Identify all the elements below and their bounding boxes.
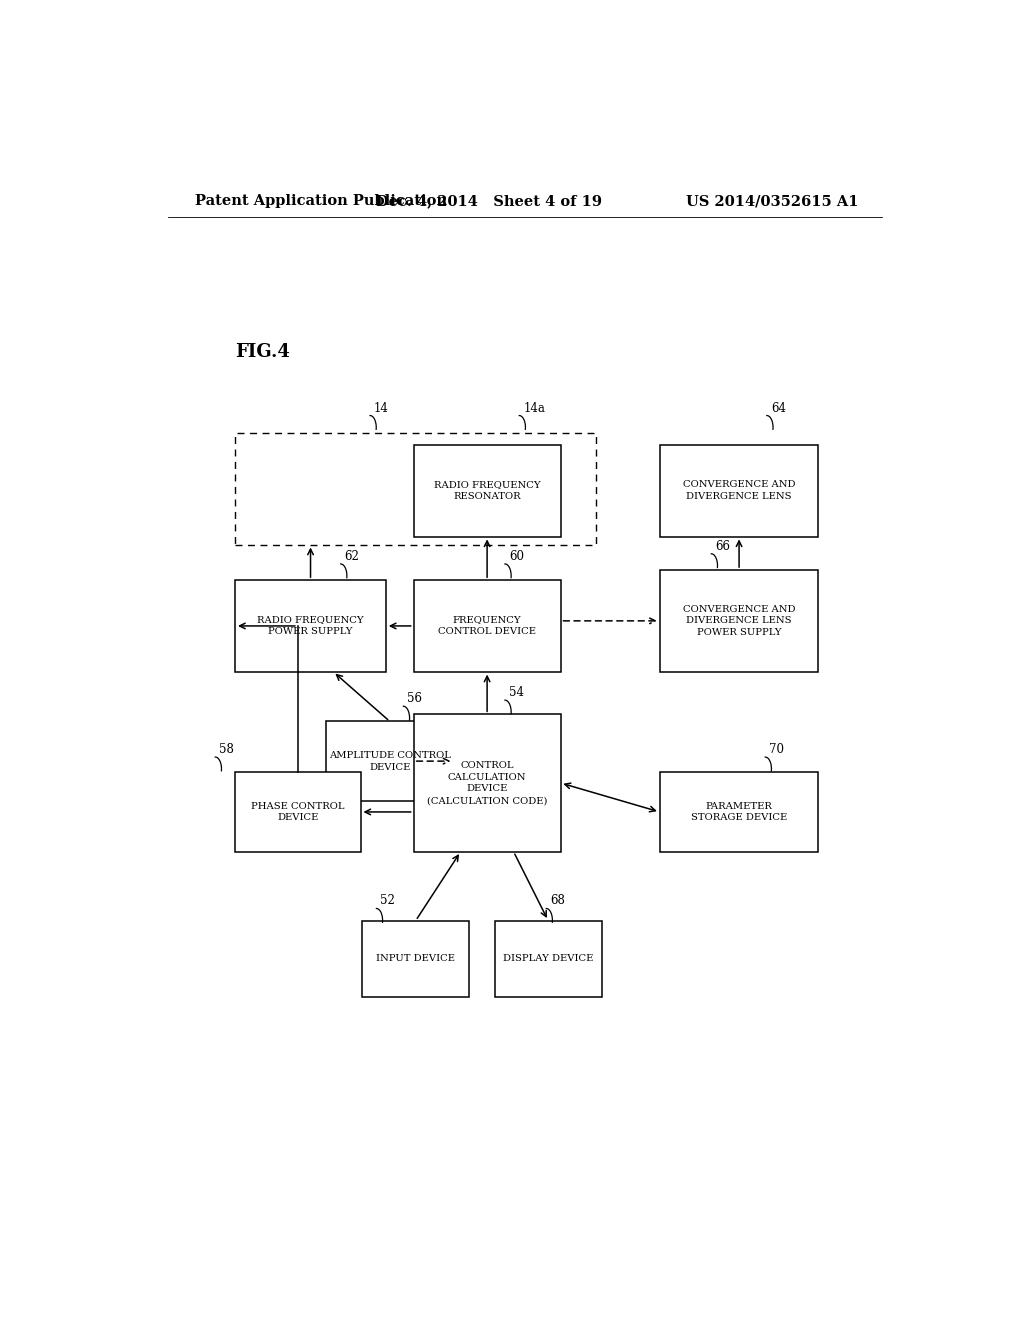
Text: CONVERGENCE AND
DIVERGENCE LENS
POWER SUPPLY: CONVERGENCE AND DIVERGENCE LENS POWER SU… <box>683 605 796 638</box>
Text: 62: 62 <box>345 550 359 562</box>
Bar <box>327 722 454 801</box>
Bar <box>236 581 386 672</box>
Bar <box>495 921 602 997</box>
Bar <box>414 445 560 536</box>
Text: 66: 66 <box>715 540 730 553</box>
Text: 54: 54 <box>509 686 524 700</box>
Text: FIG.4: FIG.4 <box>236 342 290 360</box>
Text: DISPLAY DEVICE: DISPLAY DEVICE <box>503 954 593 964</box>
Text: PARAMETER
STORAGE DEVICE: PARAMETER STORAGE DEVICE <box>691 801 787 822</box>
Bar <box>659 445 818 536</box>
Text: Dec. 4, 2014   Sheet 4 of 19: Dec. 4, 2014 Sheet 4 of 19 <box>376 194 602 209</box>
Text: CONVERGENCE AND
DIVERGENCE LENS: CONVERGENCE AND DIVERGENCE LENS <box>683 480 796 502</box>
Text: 56: 56 <box>408 692 422 705</box>
Text: INPUT DEVICE: INPUT DEVICE <box>376 954 456 964</box>
Text: CONTROL
CALCULATION
DEVICE
(CALCULATION CODE): CONTROL CALCULATION DEVICE (CALCULATION … <box>427 760 548 805</box>
Text: 52: 52 <box>380 895 395 907</box>
Text: FREQUENCY
CONTROL DEVICE: FREQUENCY CONTROL DEVICE <box>438 615 537 636</box>
Text: 60: 60 <box>509 550 524 562</box>
Bar <box>236 772 360 851</box>
Bar <box>362 921 469 997</box>
Text: 14: 14 <box>374 401 389 414</box>
Text: 68: 68 <box>550 895 565 907</box>
Bar <box>236 433 596 545</box>
Text: 64: 64 <box>771 401 785 414</box>
Text: PHASE CONTROL
DEVICE: PHASE CONTROL DEVICE <box>251 801 345 822</box>
Text: RADIO FREQUENCY
RESONATOR: RADIO FREQUENCY RESONATOR <box>434 480 541 502</box>
Text: RADIO FREQUENCY
POWER SUPPLY: RADIO FREQUENCY POWER SUPPLY <box>257 615 364 636</box>
Text: 58: 58 <box>219 743 234 756</box>
Bar <box>659 570 818 672</box>
Text: AMPLITUDE CONTROL
DEVICE: AMPLITUDE CONTROL DEVICE <box>329 751 451 771</box>
Text: 14a: 14a <box>523 401 545 414</box>
Text: Patent Application Publication: Patent Application Publication <box>196 194 447 209</box>
Text: 70: 70 <box>769 743 784 756</box>
Text: US 2014/0352615 A1: US 2014/0352615 A1 <box>686 194 858 209</box>
Bar <box>659 772 818 851</box>
Bar <box>414 581 560 672</box>
Bar <box>414 714 560 851</box>
